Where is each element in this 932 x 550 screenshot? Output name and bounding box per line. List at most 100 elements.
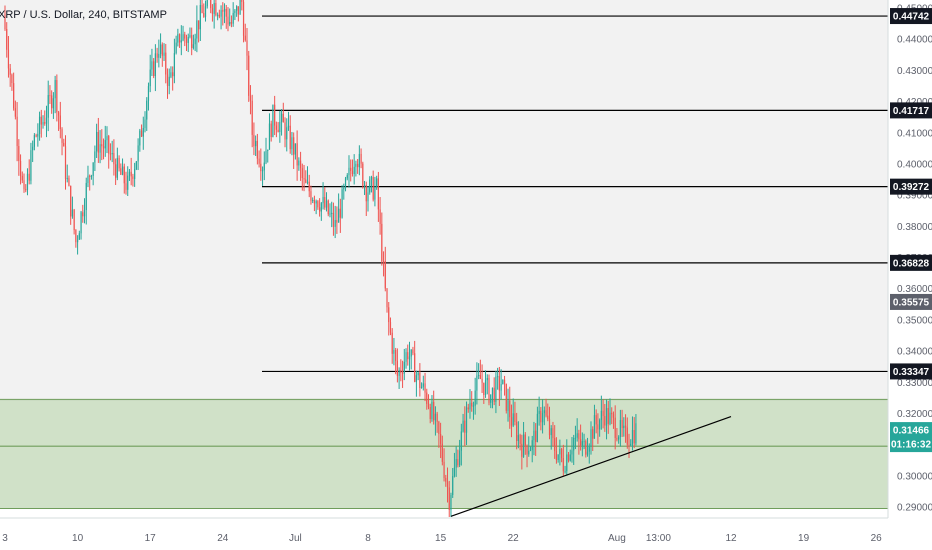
candle-body[interactable]	[33, 135, 35, 147]
candle-body[interactable]	[142, 128, 144, 137]
candle-body[interactable]	[521, 443, 523, 457]
candle-body[interactable]	[619, 420, 621, 438]
candle-body[interactable]	[360, 153, 362, 164]
candle-body[interactable]	[268, 123, 271, 150]
candle-body[interactable]	[616, 437, 618, 440]
candle-body[interactable]	[185, 38, 188, 43]
candle-body[interactable]	[291, 137, 293, 150]
candle-body[interactable]	[593, 415, 596, 439]
candle-body[interactable]	[182, 34, 184, 41]
candle-body[interactable]	[595, 415, 597, 425]
candle-body[interactable]	[132, 176, 134, 179]
candle-body[interactable]	[547, 415, 549, 420]
candle-body[interactable]	[87, 175, 89, 183]
candle-body[interactable]	[355, 163, 357, 167]
candle-body[interactable]	[602, 410, 604, 417]
candle-body[interactable]	[353, 166, 355, 175]
candle-body[interactable]	[580, 439, 582, 446]
candle-body[interactable]	[635, 423, 637, 444]
candle-body[interactable]	[623, 425, 625, 429]
candle-body[interactable]	[424, 383, 426, 393]
candle-body[interactable]	[346, 175, 348, 179]
candle-body[interactable]	[21, 175, 23, 181]
candle-body[interactable]	[431, 401, 433, 420]
candle-body[interactable]	[19, 160, 22, 176]
candle-body[interactable]	[467, 407, 469, 410]
candle-body[interactable]	[25, 189, 27, 191]
candle-body[interactable]	[37, 133, 39, 137]
candle-body[interactable]	[255, 140, 257, 147]
candle-body[interactable]	[555, 451, 558, 461]
candle-body[interactable]	[97, 131, 99, 153]
candle-body[interactable]	[151, 61, 153, 70]
candle-body[interactable]	[113, 153, 115, 165]
candle-body[interactable]	[493, 387, 495, 402]
candle-body[interactable]	[597, 424, 599, 430]
candle-body[interactable]	[526, 445, 528, 455]
candle-body[interactable]	[6, 29, 8, 50]
candle-body[interactable]	[415, 375, 418, 382]
candle-body[interactable]	[327, 200, 329, 215]
candle-body[interactable]	[497, 376, 499, 378]
candle-body[interactable]	[310, 191, 312, 201]
candle-body[interactable]	[196, 20, 198, 39]
candle-body[interactable]	[191, 35, 193, 49]
candle-body[interactable]	[68, 178, 70, 186]
candle-body[interactable]	[559, 448, 561, 455]
candle-body[interactable]	[66, 178, 68, 180]
candle-body[interactable]	[125, 183, 127, 190]
candle-body[interactable]	[73, 209, 75, 231]
candle-body[interactable]	[168, 76, 170, 86]
candle-body[interactable]	[92, 162, 94, 176]
candle-body[interactable]	[574, 437, 577, 439]
candle-body[interactable]	[128, 171, 131, 176]
candle-body[interactable]	[225, 8, 227, 17]
candle-body[interactable]	[99, 144, 101, 153]
candle-body[interactable]	[192, 44, 195, 49]
candle-body[interactable]	[344, 178, 347, 188]
candle-body[interactable]	[338, 208, 340, 223]
candle-body[interactable]	[552, 428, 554, 439]
candle-body[interactable]	[187, 36, 189, 43]
candle-body[interactable]	[507, 400, 509, 411]
candle-body[interactable]	[312, 199, 314, 201]
candle-body[interactable]	[237, 6, 239, 15]
candle-body[interactable]	[140, 130, 143, 137]
candle-body[interactable]	[166, 74, 169, 86]
candle-body[interactable]	[248, 55, 250, 96]
candle-body[interactable]	[478, 375, 480, 377]
candle-body[interactable]	[614, 417, 616, 438]
candle-body[interactable]	[382, 261, 385, 263]
candle-body[interactable]	[448, 487, 450, 510]
candle-body[interactable]	[318, 207, 321, 212]
candle-body[interactable]	[294, 143, 297, 155]
candle-body[interactable]	[258, 158, 260, 164]
candle-body[interactable]	[469, 402, 471, 410]
candle-body[interactable]	[315, 201, 317, 204]
candle-body[interactable]	[57, 112, 60, 116]
candle-body[interactable]	[529, 449, 532, 452]
candle-body[interactable]	[510, 417, 513, 426]
candle-body[interactable]	[631, 430, 634, 444]
candle-body[interactable]	[562, 458, 564, 472]
candle-body[interactable]	[341, 189, 343, 218]
candle-body[interactable]	[417, 372, 419, 376]
candle-body[interactable]	[32, 146, 34, 151]
candle-body[interactable]	[306, 181, 309, 183]
candle-body[interactable]	[197, 20, 200, 30]
candle-body[interactable]	[109, 153, 112, 155]
candle-body[interactable]	[82, 212, 84, 217]
candle-body[interactable]	[560, 448, 563, 459]
candle-body[interactable]	[410, 349, 412, 357]
candle-body[interactable]	[557, 454, 559, 461]
candle-body[interactable]	[453, 467, 456, 477]
candle-body[interactable]	[405, 352, 407, 362]
candle-body[interactable]	[455, 459, 457, 468]
candle-body[interactable]	[222, 10, 224, 12]
candle-body[interactable]	[377, 178, 379, 210]
candle-body[interactable]	[439, 434, 442, 444]
candle-body[interactable]	[144, 119, 146, 129]
candle-body[interactable]	[30, 150, 32, 181]
candle-body[interactable]	[446, 481, 449, 488]
candle-body[interactable]	[64, 146, 67, 179]
